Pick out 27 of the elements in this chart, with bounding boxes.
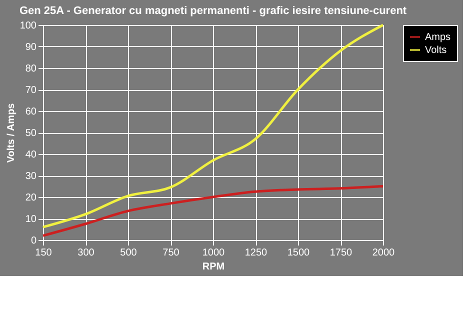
- y-tick-label: 60: [25, 106, 37, 118]
- x-axis-title: RPM: [202, 262, 225, 272]
- y-tick-label: 100: [20, 20, 37, 32]
- y-axis-title: Volts / Amps: [6, 102, 17, 163]
- y-tick-label: 10: [25, 214, 37, 225]
- y-tick-label: 50: [25, 128, 37, 139]
- y-tick-label: 90: [25, 42, 37, 53]
- x-tick-label: 1250: [244, 248, 268, 258]
- x-tick-label: 500: [120, 248, 138, 258]
- y-tick-label: 30: [25, 171, 37, 182]
- x-tick-label: 150: [35, 248, 52, 258]
- y-tick-label: 70: [25, 85, 37, 96]
- y-tick-label: 40: [25, 150, 37, 160]
- y-tick-label: 0: [30, 236, 37, 246]
- x-tick-label: 2000: [372, 248, 396, 258]
- chart-title: Gen 25A - Generator cu magneti permanenti - grafic iesire tensiune-curent: [19, 5, 407, 17]
- legend-label: Volts: [425, 45, 447, 56]
- legend-label: Amps: [425, 32, 451, 43]
- x-tick-label: 300: [78, 248, 95, 258]
- x-tick-label: 750: [162, 248, 180, 258]
- x-tick-label: 1000: [202, 248, 226, 258]
- x-tick-label: 1750: [330, 248, 353, 258]
- x-tick-label: 1500: [287, 248, 310, 258]
- line-series: [42, 185, 384, 237]
- y-tick-label: 20: [25, 192, 37, 204]
- y-tick-label: 80: [25, 64, 37, 74]
- line-series: [42, 24, 384, 228]
